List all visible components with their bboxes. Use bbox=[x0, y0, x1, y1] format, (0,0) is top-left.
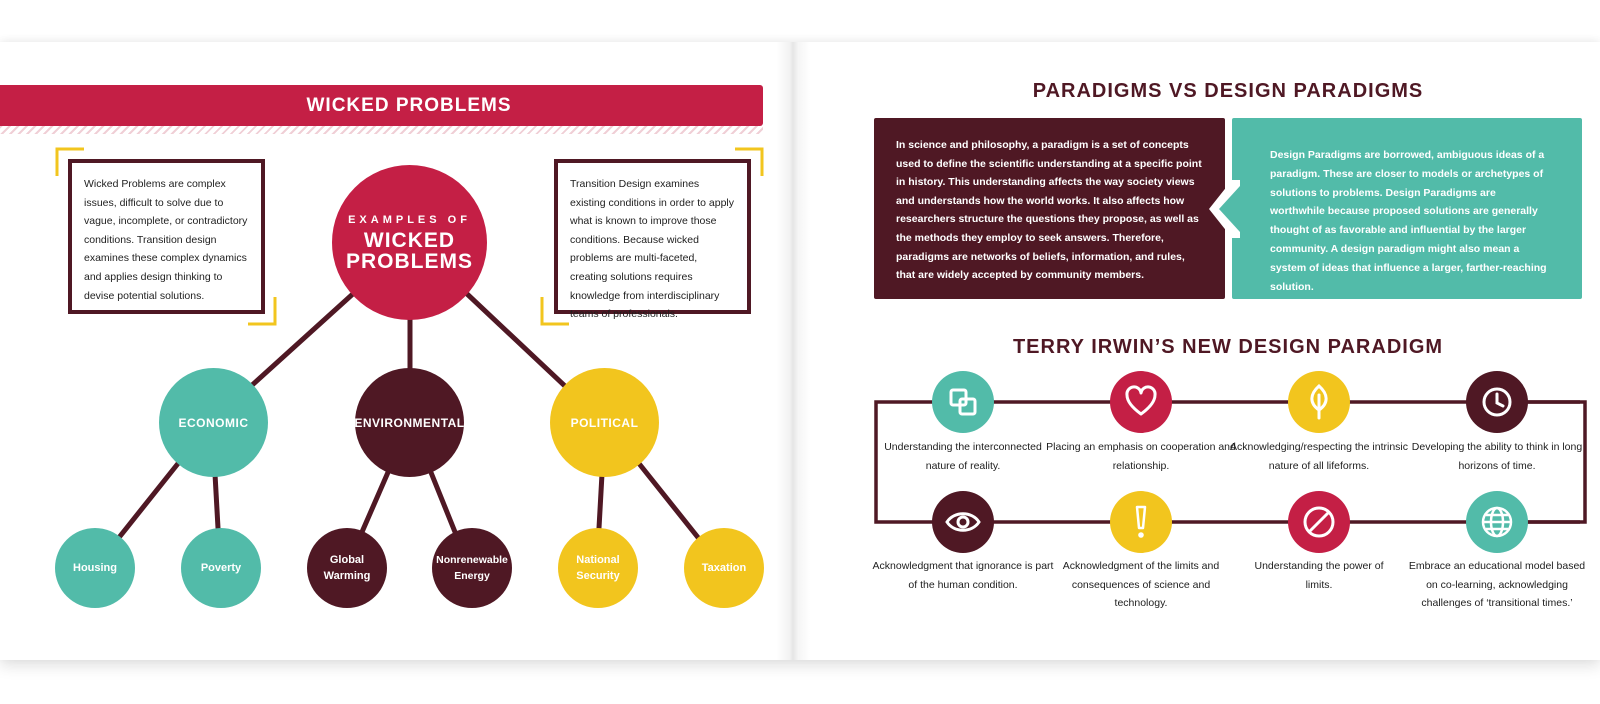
eye-icon bbox=[932, 491, 994, 553]
globe-icon bbox=[1466, 491, 1528, 553]
environmental-label: ENVIRONMENTAL bbox=[354, 415, 465, 430]
global-warming-label: Global Warming bbox=[323, 554, 371, 582]
wicked-problems-connectors bbox=[55, 147, 764, 543]
transition-design-box: Transition Design examines existing cond… bbox=[554, 159, 751, 320]
design-paradigm-text: Design Paradigms are borrowed, ambiguous… bbox=[1270, 149, 1547, 293]
paradigm-caption-7: Understanding the power of limits. bbox=[1254, 560, 1384, 591]
paradigm-caption-3: Acknowledging/respecting the intrinsic n… bbox=[1229, 441, 1408, 472]
bracket-top-right bbox=[735, 147, 764, 176]
connector-environmental-energy bbox=[427, 467, 458, 535]
connector-center-political bbox=[462, 289, 569, 390]
connector-economic-poverty bbox=[212, 471, 221, 531]
wicked-problems-definition-text: Wicked Problems are complex issues, diff… bbox=[84, 178, 248, 302]
paradigm-caption-5: Acknowledgment that ignorance is part of… bbox=[872, 560, 1054, 591]
wicked-problems-banner: WICKED PROBLEMS bbox=[0, 85, 763, 126]
economic-label: ECONOMIC bbox=[178, 415, 249, 430]
global-warming-circle: Global Warming bbox=[307, 528, 387, 608]
taxation-circle: Taxation bbox=[684, 528, 764, 608]
political-label: POLITICAL bbox=[570, 415, 639, 430]
interlocking-squares-icon bbox=[932, 371, 994, 433]
poverty-circle: Poverty bbox=[181, 528, 261, 608]
bracket-top-left bbox=[55, 147, 84, 176]
heart-icon bbox=[1110, 371, 1172, 433]
connector-center-economic bbox=[247, 289, 358, 390]
housing-label: Housing bbox=[73, 562, 117, 574]
clock-icon bbox=[1466, 371, 1528, 433]
paradigm-caption-8: Embrace an educational model based on co… bbox=[1408, 560, 1586, 610]
nonrenewable-energy-circle: Nonrenewable Energy bbox=[432, 528, 512, 608]
paradigm-definition-box: In science and philosophy, a paradigm is… bbox=[874, 118, 1225, 299]
examples-center-circle: EXAMPLES OF WICKED PROBLEMS bbox=[332, 165, 487, 320]
connector-environmental-warming bbox=[359, 467, 392, 535]
exclamation-icon bbox=[1110, 491, 1172, 553]
paradigm-definition-text: In science and philosophy, a paradigm is… bbox=[896, 139, 1202, 282]
environmental-circle: ENVIRONMENTAL bbox=[354, 368, 465, 477]
transition-design-text: Transition Design examines existing cond… bbox=[570, 178, 735, 321]
national-security-circle: National Security bbox=[558, 528, 638, 608]
banner-title: WICKED PROBLEMS bbox=[306, 94, 512, 116]
nonrenewable-energy-label: Nonrenewable Energy bbox=[436, 554, 508, 582]
poverty-label: Poverty bbox=[200, 562, 242, 574]
speech-notch-decoration bbox=[1209, 180, 1240, 238]
wicked-problems-definition-box: Wicked Problems are complex issues, diff… bbox=[68, 159, 265, 314]
wicked-label: WICKED bbox=[363, 228, 456, 252]
paradigms-title: PARADIGMS VS DESIGN PARADIGMS bbox=[1032, 80, 1424, 102]
paradigm-caption-6: Acknowledgment of the limits and consequ… bbox=[1062, 560, 1220, 610]
problems-label: PROBLEMS bbox=[345, 249, 473, 273]
economic-circle: ECONOMIC bbox=[159, 368, 268, 477]
connector-economic-housing bbox=[114, 458, 183, 543]
paradigm-caption-1: Understanding the interconnected nature … bbox=[884, 441, 1042, 472]
housing-circle: Housing bbox=[55, 528, 135, 608]
connector-political-security bbox=[596, 471, 605, 531]
prohibited-icon bbox=[1288, 491, 1350, 553]
design-paradigm-box: Design Paradigms are borrowed, ambiguous… bbox=[1232, 118, 1582, 299]
political-circle: POLITICAL bbox=[550, 368, 659, 477]
paradigm-caption-2: Placing an emphasis on cooperation and r… bbox=[1046, 441, 1236, 472]
bracket-bottom-left bbox=[248, 297, 277, 326]
banner-stripe-decoration bbox=[0, 126, 763, 134]
bracket-bottom-right bbox=[540, 297, 569, 326]
taxation-label: Taxation bbox=[701, 562, 747, 574]
national-security-label: National Security bbox=[576, 554, 620, 582]
terry-irwin-subtitle: TERRY IRWIN’S NEW DESIGN PARADIGM bbox=[1012, 336, 1444, 358]
leaf-icon bbox=[1288, 371, 1350, 433]
book-gutter bbox=[776, 42, 810, 660]
paradigm-caption-4: Developing the ability to think in long … bbox=[1411, 441, 1583, 472]
connector-political-taxation bbox=[634, 458, 703, 543]
examples-of-label: EXAMPLES OF bbox=[348, 213, 471, 226]
